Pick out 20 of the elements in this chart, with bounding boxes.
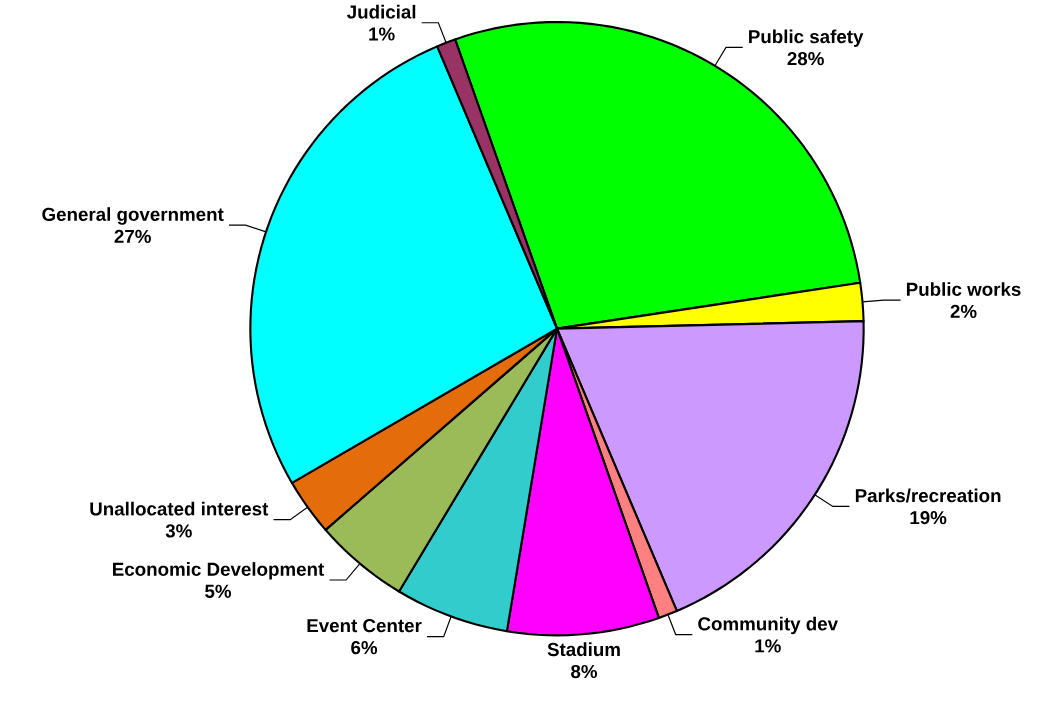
data-label: 3%	[165, 524, 192, 538]
data-label: 5%	[205, 584, 232, 598]
data-label: 27%	[114, 229, 151, 243]
data-label: 8%	[571, 664, 598, 679]
data-label: 19%	[910, 511, 947, 525]
slice-label: Parks/recreation	[855, 488, 1001, 503]
slice-label: Stadium	[547, 642, 620, 657]
data-label: 1%	[755, 639, 781, 653]
slice-label: General government	[42, 207, 224, 225]
slice-label: Unallocated interest	[90, 501, 269, 516]
slice-label: Judicial	[347, 4, 416, 19]
slice-label: Event Center	[307, 618, 422, 633]
data-label: 1%	[369, 27, 395, 41]
data-label: 28%	[787, 52, 824, 66]
data-label: 6%	[351, 640, 378, 655]
slice-label: Public safety	[749, 29, 864, 47]
data-label: 2%	[950, 304, 977, 318]
slice-label: Community dev	[698, 616, 838, 635]
slice-label: Economic Development	[113, 562, 325, 580]
slice-label: Public works	[906, 282, 1021, 296]
